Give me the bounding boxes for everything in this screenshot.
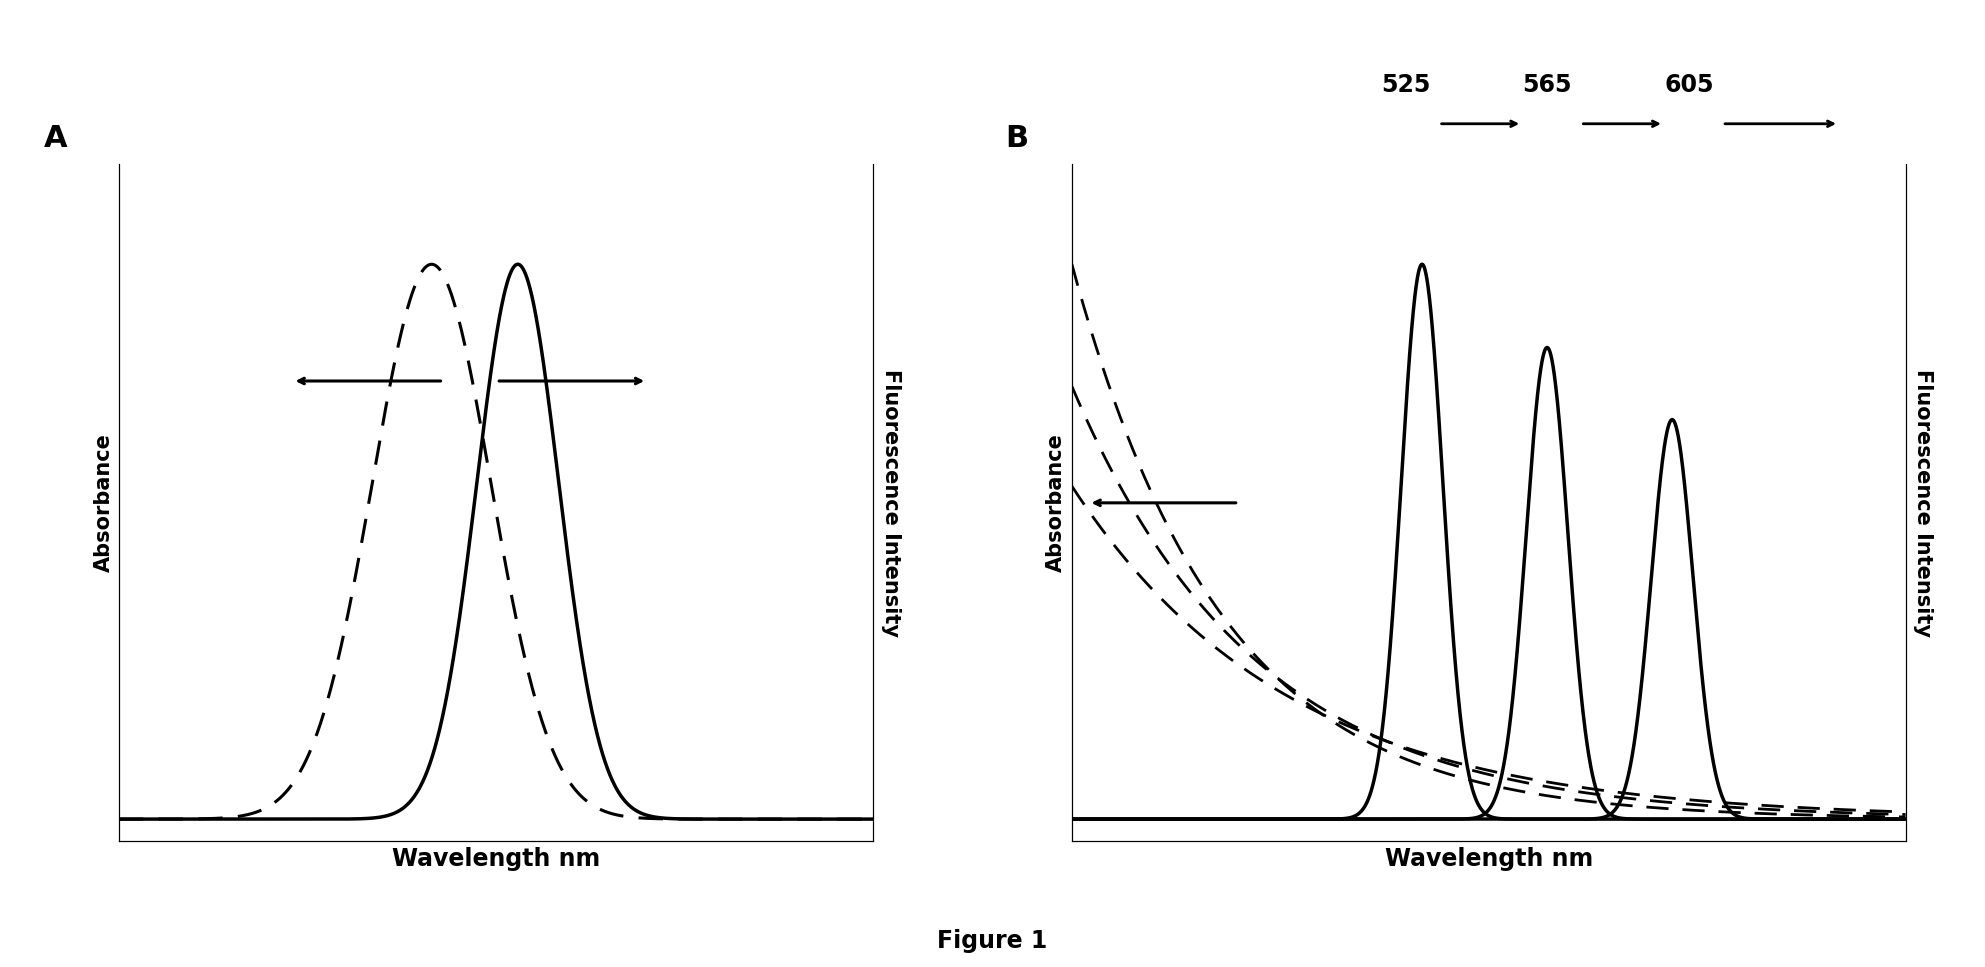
Y-axis label: Fluorescence Intensity: Fluorescence Intensity — [1914, 368, 1933, 637]
Text: A: A — [44, 124, 67, 153]
X-axis label: Wavelength nm: Wavelength nm — [393, 847, 599, 871]
Text: 525: 525 — [1382, 73, 1429, 97]
X-axis label: Wavelength nm: Wavelength nm — [1386, 847, 1592, 871]
Text: 565: 565 — [1522, 73, 1572, 97]
Y-axis label: Absorbance: Absorbance — [1046, 433, 1066, 572]
Text: Figure 1: Figure 1 — [937, 928, 1048, 952]
Text: B: B — [1004, 124, 1028, 153]
Text: 605: 605 — [1663, 73, 1713, 97]
Y-axis label: Absorbance: Absorbance — [93, 433, 113, 572]
Y-axis label: Fluorescence Intensity: Fluorescence Intensity — [881, 368, 901, 637]
